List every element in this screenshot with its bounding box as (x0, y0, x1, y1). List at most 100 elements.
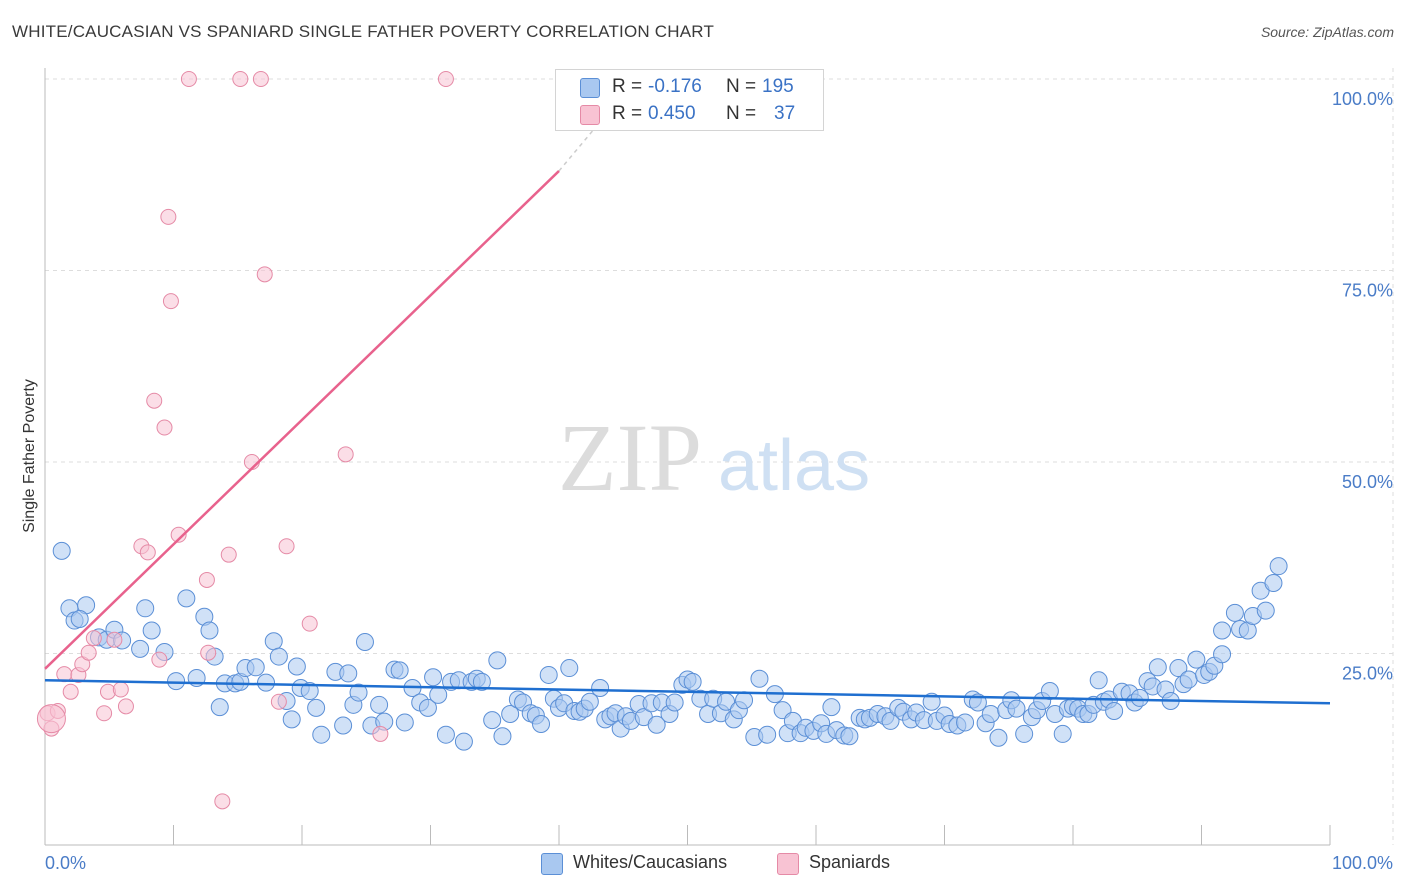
legend-swatch-pink (777, 853, 799, 875)
data-point-whites (532, 714, 551, 733)
data-point-whites (136, 599, 155, 618)
data-point-spaniards (162, 293, 179, 310)
chart-title: WHITE/CAUCASIAN VS SPANIARD SINGLE FATHE… (12, 22, 715, 41)
data-point-whites (429, 685, 448, 704)
chart-source: Source: ZipAtlas.com (1260, 24, 1394, 40)
data-point-whites (580, 692, 599, 711)
stats-legend: R = -0.176 N = 195 R = 0.450 N = 37 (555, 69, 824, 131)
y-tick-label: 50.0% (1342, 472, 1393, 492)
data-point-whites (370, 695, 389, 714)
data-point-whites (70, 610, 89, 629)
data-point-whites (1187, 650, 1206, 669)
data-point-spaniards (270, 693, 287, 710)
data-point-whites (1256, 601, 1275, 620)
data-point-spaniards (278, 538, 295, 555)
data-point-spaniards (139, 544, 156, 561)
legend-n-label: N = (726, 103, 757, 124)
data-point-spaniards (117, 698, 134, 715)
data-point-whites (300, 682, 319, 701)
legend-label: Spaniards (809, 852, 891, 872)
data-point-whites (1015, 724, 1034, 743)
data-point-whites (539, 665, 558, 684)
data-point-whites (665, 693, 684, 712)
data-point-whites (647, 715, 666, 734)
legend-r-label: R = (612, 103, 643, 124)
data-point-whites (472, 672, 491, 691)
data-point-whites (269, 647, 288, 666)
data-point-whites (1148, 658, 1167, 677)
data-point-spaniards (146, 392, 163, 409)
data-point-whites (142, 621, 161, 640)
data-point-whites (1264, 574, 1283, 593)
data-point-whites (312, 725, 331, 744)
legend-n-value: 195 (762, 76, 794, 97)
data-point-spaniards (214, 793, 231, 810)
data-point-whites (1225, 603, 1244, 622)
data-point-whites (1169, 659, 1188, 678)
data-point-whites (840, 727, 859, 746)
tick-labels: 25.0% 50.0% 75.0% 100.0% 0.0% 100.0% (45, 89, 1393, 873)
legend-label: Whites/Caucasians (573, 852, 728, 872)
legend-swatch-blue (541, 853, 563, 875)
data-point-spaniards (198, 571, 215, 588)
data-point-whites (750, 669, 769, 688)
data-point-whites (981, 705, 1000, 724)
data-point-whites (355, 633, 374, 652)
data-point-whites (922, 692, 941, 711)
data-point-whites (1213, 621, 1232, 640)
legend-swatch-blue (580, 78, 600, 98)
x-tick-label: 100.0% (1332, 853, 1393, 873)
data-point-whites (683, 672, 702, 691)
data-point-whites (177, 589, 196, 608)
data-point-spaniards (200, 644, 217, 661)
legend-n-label: N = (726, 76, 757, 97)
data-point-whites (131, 639, 150, 658)
data-point-whites (483, 711, 502, 730)
data-point-whites (436, 725, 455, 744)
data-point-whites (488, 651, 507, 670)
data-point-whites (591, 678, 610, 697)
data-point-whites (424, 668, 443, 687)
data-point-spaniards (232, 71, 249, 87)
data-point-whites (1269, 557, 1288, 576)
y-axis-label: Single Father Poverty (21, 379, 38, 533)
data-point-spaniards (252, 71, 269, 87)
data-point-whites (282, 710, 301, 729)
data-point-whites (1007, 699, 1026, 718)
data-point-whites (1053, 724, 1072, 743)
data-point-whites (390, 661, 409, 680)
data-point-spaniards (337, 446, 354, 463)
data-point-whites (287, 657, 306, 676)
y-tick-label: 25.0% (1342, 664, 1393, 684)
data-point-spaniards (256, 266, 273, 283)
data-point-spaniards (96, 705, 113, 722)
series-spaniards-points (36, 71, 454, 810)
data-point-whites (257, 673, 276, 692)
series-whites-points (52, 541, 1288, 751)
data-point-whites (1040, 682, 1059, 701)
data-point-spaniards (170, 526, 187, 543)
data-point-whites (454, 732, 473, 751)
x-tick-label: 0.0% (45, 853, 86, 873)
data-point-spaniards (301, 615, 318, 632)
data-point-whites (560, 659, 579, 678)
data-point-whites (349, 683, 368, 702)
watermark: ZIP atlas (558, 404, 870, 511)
data-point-whites (200, 621, 219, 640)
data-point-whites (1130, 688, 1149, 707)
data-point-spaniards (36, 704, 66, 734)
data-point-whites (501, 705, 520, 724)
data-point-spaniards (156, 419, 173, 436)
data-point-whites (167, 672, 186, 691)
data-point-whites (307, 698, 326, 717)
data-point-whites (822, 698, 841, 717)
data-point-whites (735, 691, 754, 710)
y-tick-label: 100.0% (1332, 89, 1393, 109)
data-point-whites (1105, 701, 1124, 720)
data-point-spaniards (85, 630, 102, 647)
legend-r-label: R = (612, 76, 643, 97)
data-point-whites (395, 713, 414, 732)
data-point-whites (339, 664, 358, 683)
data-point-whites (210, 698, 229, 717)
data-point-whites (956, 713, 975, 732)
